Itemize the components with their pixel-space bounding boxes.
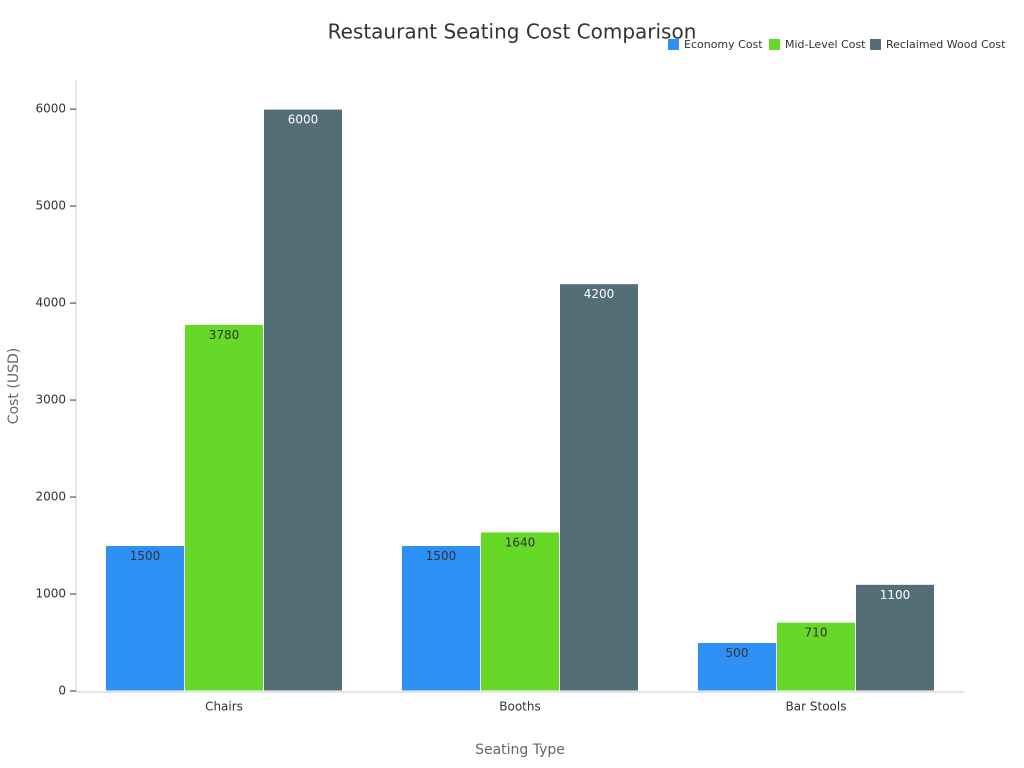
y-tick-label: 0 (58, 684, 66, 698)
x-tick-label: Chairs (205, 700, 243, 714)
legend-label: Mid-Level Cost (785, 38, 866, 51)
value-label: 1500 (426, 549, 457, 563)
y-axis-label: Cost (USD) (6, 348, 22, 424)
y-tick-label: 5000 (35, 199, 66, 213)
value-label: 500 (726, 646, 749, 660)
legend-swatch (870, 39, 881, 50)
bar (480, 531, 560, 692)
bar (105, 545, 185, 692)
bar (776, 621, 856, 692)
bar (263, 108, 343, 692)
bar (184, 323, 264, 692)
y-tick-label: 2000 (35, 490, 66, 504)
legend-label: Economy Cost (684, 38, 763, 51)
legend-swatch (668, 39, 679, 50)
bar (401, 545, 481, 692)
value-label: 3780 (209, 328, 240, 342)
value-label: 1500 (130, 549, 161, 563)
legend-label: Reclaimed Wood Cost (886, 38, 1006, 51)
value-label: 1640 (505, 535, 536, 549)
value-label: 1100 (880, 588, 911, 602)
chart-title: Restaurant Seating Cost Comparison (328, 20, 697, 44)
y-tick-label: 6000 (35, 102, 66, 116)
bar (855, 583, 935, 692)
value-label: 6000 (288, 113, 319, 127)
x-axis-label: Seating Type (475, 742, 565, 758)
bar (559, 283, 639, 692)
y-tick-label: 4000 (35, 296, 66, 310)
y-tick-label: 1000 (35, 587, 66, 601)
y-tick-label: 3000 (35, 393, 66, 407)
x-tick-label: Bar Stools (786, 700, 847, 714)
value-label: 4200 (584, 287, 615, 301)
x-tick-label: Booths (499, 700, 540, 714)
value-label: 710 (805, 626, 828, 640)
legend-swatch (769, 39, 780, 50)
